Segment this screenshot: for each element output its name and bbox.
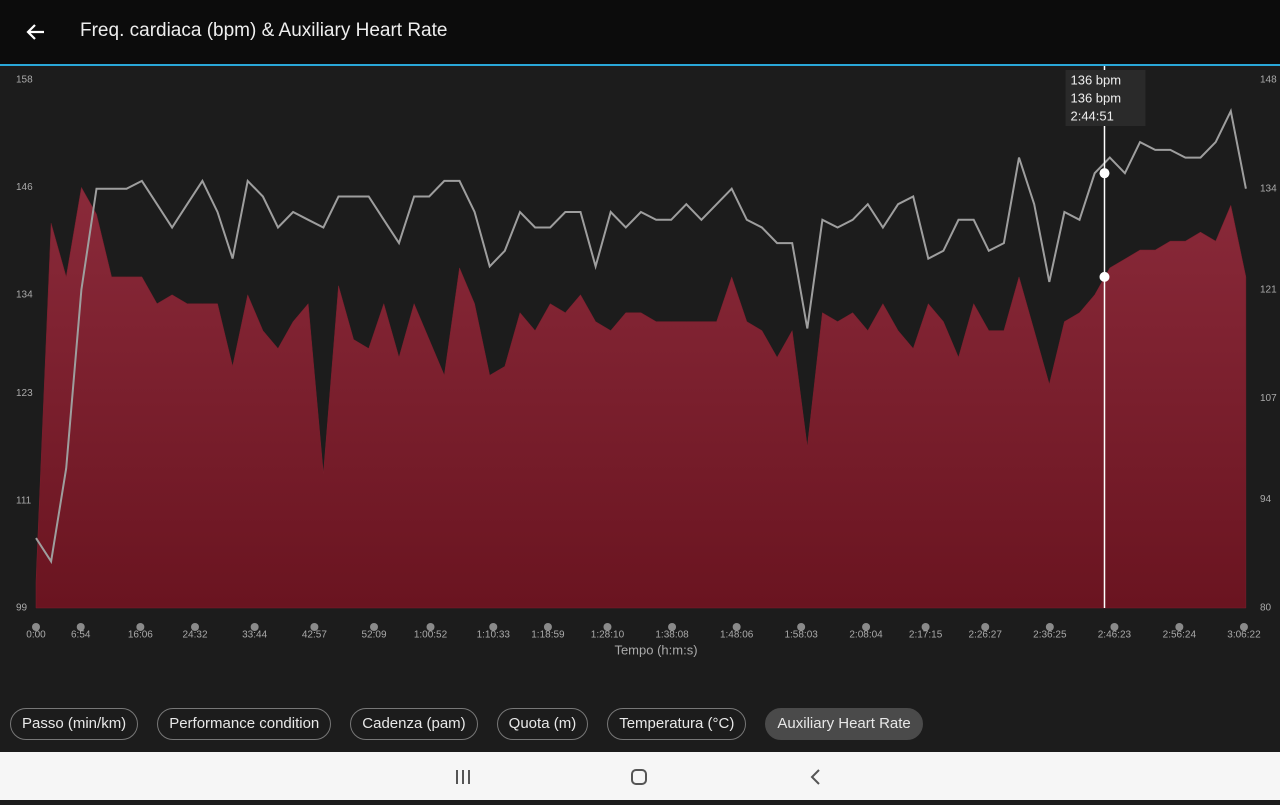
x-tick-label: 33:44	[242, 630, 267, 641]
x-tick-dot	[76, 623, 85, 631]
y2-tick-label: 121	[1260, 284, 1277, 295]
y2-tick-label: 107	[1260, 393, 1277, 404]
filter-chip[interactable]: Auxiliary Heart Rate	[765, 708, 923, 740]
x-axis-title: Tempo (h:m:s)	[614, 642, 697, 657]
recent-apps[interactable]	[456, 770, 470, 784]
x-tick-dot	[310, 623, 319, 631]
x-tick-dot	[668, 623, 677, 631]
x-tick-dot	[921, 623, 930, 631]
x-tick-label: 16:06	[128, 630, 153, 641]
x-tick-label: 1:58:03	[784, 630, 818, 641]
y-tick-label: 158	[16, 75, 33, 86]
x-tick-dot	[250, 623, 259, 631]
x-tick-label: 1:38:08	[655, 630, 689, 641]
x-tick-dot	[426, 623, 435, 631]
x-tick-dot	[191, 623, 200, 631]
x-tick-label: 1:28:10	[591, 630, 625, 641]
y2-tick-label: 148	[1260, 75, 1277, 86]
x-tick-label: 2:26:27	[969, 630, 1003, 641]
x-tick-dot	[1239, 623, 1248, 631]
x-tick-label: 2:08:04	[849, 630, 883, 641]
y2-tick-label: 134	[1260, 183, 1277, 194]
x-tick-label: 2:36:25	[1033, 630, 1067, 641]
x-tick-dot	[32, 623, 40, 631]
y-tick-label: 111	[16, 495, 32, 506]
x-tick-dot	[370, 623, 379, 631]
x-tick-label: 2:17:15	[909, 630, 943, 641]
app-bar: Freq. cardiaca (bpm) & Auxiliary Heart R…	[0, 0, 1280, 66]
back-button[interactable]	[24, 20, 48, 44]
chart: Tempo (h:m:s) 99 111 123 134 146 158 80 94 107 12…	[16, 66, 1277, 657]
x-tick-dot	[543, 623, 552, 631]
tooltip-box	[1065, 70, 1146, 126]
x-tick-label: 24:32	[182, 630, 207, 641]
x-tick-label: 2:46:23	[1098, 630, 1132, 641]
filter-chip[interactable]: Performance condition	[157, 708, 332, 740]
y2-tick-label: 80	[1260, 603, 1272, 614]
x-tick-label: 0:00	[26, 630, 46, 641]
filter-chip[interactable]: Passo (min/km)	[10, 708, 139, 740]
x-tick-dot	[981, 623, 990, 631]
y-tick-label: 134	[16, 289, 33, 300]
tooltip-value: 136 bpm	[1070, 72, 1121, 87]
home[interactable]	[631, 769, 647, 785]
x-tick-dot	[1045, 623, 1054, 631]
nav-back[interactable]	[810, 769, 820, 785]
chip-row: Passo (min/km) Performance condition Caden…	[10, 708, 923, 740]
area-series	[35, 186, 1247, 609]
nav-icons	[456, 769, 820, 785]
system-nav-bar	[0, 752, 1280, 800]
x-tick-dot	[489, 623, 498, 631]
y-tick-label: 146	[16, 182, 33, 193]
x-tick-label: 6:54	[71, 630, 91, 641]
x-tick-label: 3:06:22	[1227, 630, 1261, 641]
x-tick-dot	[1175, 623, 1184, 631]
x-tick-dot	[797, 623, 806, 631]
cursor-point	[1099, 271, 1110, 282]
x-tick-label: 2:56:24	[1163, 630, 1197, 641]
filter-chip[interactable]: Quota (m)	[496, 708, 589, 740]
x-tick-dot	[862, 623, 871, 631]
tooltip-time: 2:44:51	[1070, 108, 1113, 123]
x-tick-label: 1:48:06	[720, 630, 754, 641]
x-tick-label: 1:18:59	[531, 630, 565, 641]
line-series	[35, 107, 1247, 565]
screen-title: Freq. cardiaca (bpm) & Auxiliary Heart R…	[80, 20, 448, 41]
y-tick-label: 123	[16, 388, 33, 399]
x-tick-label: 42:57	[302, 630, 327, 641]
cursor-point	[1099, 168, 1110, 179]
y-tick-label: 99	[16, 603, 28, 614]
x-tick-label: 1:00:52	[414, 630, 448, 641]
x-tick-label: 52:09	[361, 630, 386, 641]
tooltip-value: 136 bpm	[1070, 90, 1121, 105]
x-tick-label: 1:10:33	[477, 630, 511, 641]
x-tick-dot	[1110, 623, 1119, 631]
x-tick-dot	[732, 623, 741, 631]
y2-tick-label: 94	[1260, 494, 1272, 505]
x-tick-dot	[136, 623, 145, 631]
x-tick-dot	[603, 623, 612, 631]
filter-chip[interactable]: Temperatura (°C)	[607, 708, 747, 740]
filter-chip[interactable]: Cadenza (pam)	[350, 708, 478, 740]
